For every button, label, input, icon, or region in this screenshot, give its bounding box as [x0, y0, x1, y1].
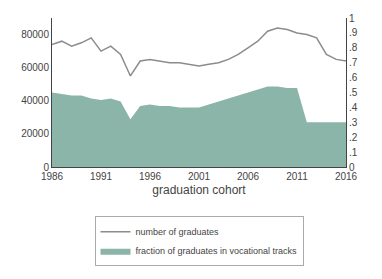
svg-text:.8: .8 — [349, 42, 358, 53]
svg-text:2006: 2006 — [237, 171, 260, 182]
svg-text:.2: .2 — [349, 132, 358, 143]
svg-text:1991: 1991 — [90, 171, 113, 182]
svg-text:0: 0 — [43, 162, 49, 173]
svg-text:2001: 2001 — [188, 171, 211, 182]
svg-text:2011: 2011 — [286, 171, 308, 182]
svg-text:0: 0 — [349, 162, 355, 173]
svg-text:40000: 40000 — [21, 95, 49, 106]
svg-text:fraction of graduates in vocat: fraction of graduates in vocational trac… — [136, 246, 298, 256]
svg-text:number of graduates: number of graduates — [136, 227, 220, 237]
svg-text:.1: .1 — [349, 147, 358, 158]
svg-text:.5: .5 — [349, 87, 358, 98]
svg-text:1996: 1996 — [139, 171, 162, 182]
svg-text:.4: .4 — [349, 102, 358, 113]
svg-text:1986: 1986 — [41, 171, 64, 182]
svg-text:2016: 2016 — [335, 171, 358, 182]
svg-text:.6: .6 — [349, 72, 358, 83]
svg-text:20000: 20000 — [21, 128, 49, 139]
svg-text:60000: 60000 — [21, 62, 49, 73]
svg-text:80000: 80000 — [21, 29, 49, 40]
svg-text:graduation cohort: graduation cohort — [152, 183, 246, 197]
svg-text:1: 1 — [349, 13, 355, 24]
svg-text:.3: .3 — [349, 117, 358, 128]
svg-text:.7: .7 — [349, 57, 358, 68]
svg-text:.9: .9 — [349, 27, 358, 38]
